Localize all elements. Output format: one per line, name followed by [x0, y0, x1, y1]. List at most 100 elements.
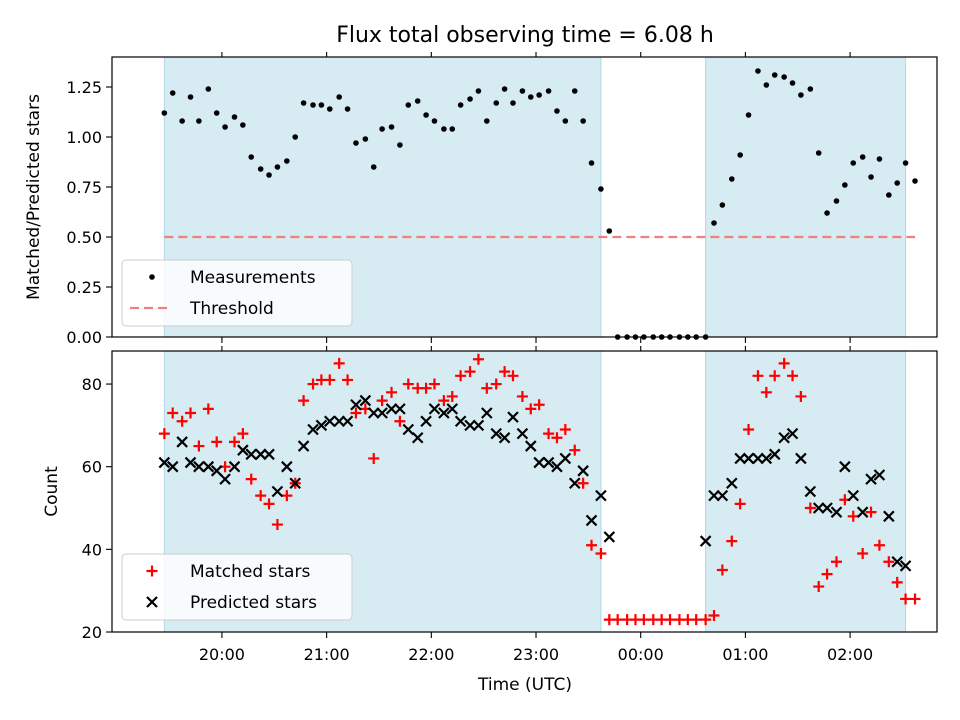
data-point: [603, 531, 616, 543]
data-point: [842, 182, 848, 188]
data-point: [516, 390, 528, 402]
y-tick-label: 0.75: [66, 178, 102, 197]
data-point: [274, 164, 281, 170]
series-matched-stars: [158, 353, 921, 626]
data-point: [824, 210, 830, 216]
y-tick-label: 60: [82, 458, 102, 477]
data-point: [606, 228, 613, 234]
data-point: [222, 124, 228, 130]
data-point: [284, 158, 290, 164]
y-tick-label: 0.50: [66, 228, 102, 247]
data-point: [902, 160, 909, 166]
x-axis-label: Time (UTC): [477, 675, 572, 695]
data-point: [833, 198, 840, 204]
data-point: [891, 555, 903, 568]
data-point: [755, 68, 761, 74]
legend-label: Threshold: [189, 299, 274, 319]
data-point: [158, 428, 170, 440]
data-point: [193, 460, 205, 473]
data-point: [821, 568, 833, 580]
data-point: [484, 118, 490, 124]
data-point: [228, 460, 241, 473]
legend-box: [121, 553, 353, 621]
x-tick-label: 20:00: [199, 645, 245, 664]
data-point: [193, 440, 205, 452]
data-point: [789, 80, 796, 86]
x-tick-label: 21:00: [304, 645, 350, 664]
data-point: [405, 102, 412, 108]
data-point: [900, 593, 912, 605]
data-point: [700, 614, 712, 626]
data-point: [350, 407, 362, 419]
data-point: [813, 581, 825, 593]
data-point: [580, 118, 586, 124]
data-point: [554, 108, 560, 114]
x-tick-label: 02:00: [827, 645, 873, 664]
legend-swatch: [146, 596, 158, 608]
legend-label: Matched stars: [190, 562, 310, 582]
y-tick-label: 1.00: [66, 128, 102, 147]
data-point: [595, 489, 607, 502]
data-point: [559, 452, 572, 465]
data-point: [551, 432, 563, 444]
data-point: [402, 378, 414, 390]
y-tick-label: 80: [82, 375, 102, 394]
data-point: [158, 456, 171, 469]
data-point: [211, 436, 223, 448]
data-point: [859, 154, 866, 160]
data-point: [868, 174, 874, 180]
data-point: [368, 452, 380, 464]
data-point: [912, 178, 918, 184]
data-point: [237, 444, 249, 456]
data-point: [187, 94, 194, 100]
data-point: [438, 407, 450, 419]
data-point: [245, 473, 257, 485]
data-point: [847, 489, 860, 502]
data-point: [804, 485, 817, 498]
data-point: [245, 448, 258, 461]
data-point: [891, 576, 903, 588]
data-point: [760, 452, 773, 465]
data-point: [457, 102, 464, 108]
legend-label: Measurements: [190, 268, 316, 288]
data-point: [588, 160, 595, 166]
data-point: [525, 440, 537, 452]
data-point: [598, 186, 604, 192]
data-point: [254, 448, 267, 461]
data-point: [769, 370, 781, 382]
data-point: [839, 460, 851, 473]
y-axis-label: Count: [42, 466, 62, 517]
data-point: [519, 88, 526, 94]
data-point: [281, 490, 293, 502]
data-point: [708, 489, 720, 502]
data-point: [490, 378, 502, 390]
x-tick-label: 01:00: [722, 645, 768, 664]
data-point: [263, 448, 275, 461]
data-point: [428, 378, 440, 390]
x-tick-label: 23:00: [513, 645, 559, 664]
data-point: [423, 112, 429, 118]
data-point: [184, 456, 197, 469]
data-point: [179, 118, 185, 124]
legend-swatch: [149, 274, 155, 280]
data-point: [307, 378, 319, 390]
data-point: [545, 88, 552, 94]
data-point: [176, 436, 188, 448]
data-point: [585, 514, 598, 527]
chart-title: Flux total observing time = 6.08 h: [336, 23, 714, 48]
observing-window: [705, 56, 907, 338]
data-point: [341, 415, 354, 428]
data-point: [370, 164, 377, 170]
data-point: [248, 154, 255, 160]
data-point: [786, 427, 799, 440]
data-point: [257, 166, 264, 172]
data-point: [336, 94, 342, 100]
data-point: [543, 428, 555, 440]
data-point: [428, 403, 441, 415]
ratio-panel: 0.00 0.25 0.50 0.75 1.00 1.25 Matched/Predicte…: [24, 52, 938, 347]
data-point: [664, 614, 676, 626]
data-point: [638, 614, 650, 626]
y-tick-label: 40: [82, 540, 102, 559]
data-point: [719, 202, 726, 208]
